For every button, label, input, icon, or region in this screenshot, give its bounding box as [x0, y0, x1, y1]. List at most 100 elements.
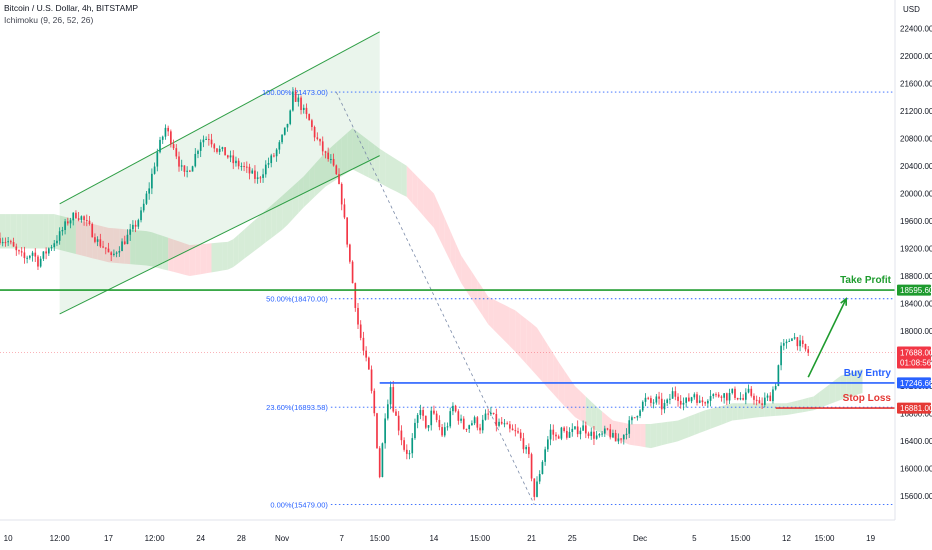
- candle-body: [397, 415, 400, 431]
- candle-body: [354, 283, 357, 308]
- cloud-segment: [482, 288, 489, 325]
- candle-body: [240, 165, 243, 167]
- candle-body: [96, 239, 99, 242]
- fib-label: 23.60%(16893.58): [266, 403, 328, 412]
- candle-body: [159, 139, 161, 153]
- cloud-segment: [754, 403, 760, 418]
- candle-body: [305, 107, 308, 115]
- candle-body: [259, 177, 262, 179]
- candle-body: [696, 394, 698, 403]
- cloud-segment: [678, 418, 684, 442]
- candle-body: [495, 414, 498, 426]
- cloud-segment: [352, 128, 358, 173]
- candle-body: [582, 425, 584, 431]
- candle-body: [69, 220, 72, 224]
- candle-body: [189, 170, 191, 172]
- candle-body: [538, 474, 541, 482]
- candle-body: [408, 453, 411, 455]
- cloud-segment: [303, 170, 310, 208]
- candle-body: [292, 91, 294, 111]
- cloud-segment: [450, 230, 456, 272]
- cloud-segment: [423, 182, 429, 222]
- cloud-segment: [808, 396, 814, 412]
- candle-body: [15, 246, 18, 251]
- cloud-segment: [477, 280, 483, 316]
- cloud-segment: [846, 372, 852, 399]
- x-tick-label: 17: [104, 534, 113, 543]
- candle-body: [362, 337, 365, 351]
- candle-body: [563, 427, 565, 431]
- cloud-segment: [287, 186, 293, 225]
- candle-body: [747, 388, 750, 393]
- candle-body: [405, 449, 408, 454]
- candle-body: [606, 428, 609, 430]
- candle-body: [728, 392, 731, 401]
- cloud-segment: [81, 221, 87, 257]
- candle-body: [449, 411, 452, 427]
- candle-body: [685, 397, 688, 403]
- candle-body: [452, 405, 454, 412]
- cloud-segment: [770, 403, 776, 417]
- candle-body: [761, 403, 763, 405]
- candle-body: [175, 148, 178, 157]
- price-axis-bg: [895, 0, 932, 550]
- y-tick-label: 19200.00: [900, 245, 932, 254]
- candle-body: [731, 388, 734, 393]
- cloud-segment: [558, 362, 565, 406]
- time-axis-bg: [0, 520, 932, 550]
- cloud-segment: [640, 424, 646, 448]
- candle-body: [498, 421, 500, 426]
- candle-body: [300, 97, 302, 111]
- cloud-segment: [417, 177, 424, 216]
- y-tick-label: 21200.00: [900, 107, 932, 116]
- candle-body: [791, 338, 793, 341]
- candle-body: [777, 365, 780, 387]
- candle-body: [720, 396, 723, 398]
- candle-body: [587, 433, 590, 436]
- candle-body: [506, 423, 509, 425]
- cloud-segment: [189, 244, 196, 276]
- cloud-segment: [320, 152, 326, 192]
- candle-body: [674, 391, 677, 397]
- take-profit-label: Take Profit: [840, 275, 892, 286]
- channel-lower-line: [59, 155, 380, 315]
- x-tick-label: 28: [237, 534, 246, 543]
- candle-body: [18, 250, 20, 252]
- candle-body: [64, 221, 66, 231]
- candle-body: [216, 148, 218, 152]
- candle-body: [283, 127, 286, 135]
- candle-body: [574, 426, 576, 429]
- candle-body: [180, 165, 183, 167]
- candle-body: [484, 413, 487, 420]
- cloud-segment: [401, 162, 407, 197]
- candle-body: [612, 432, 614, 438]
- candle-body: [311, 120, 313, 128]
- candle-body: [351, 261, 354, 284]
- candle-body: [7, 241, 9, 243]
- x-tick-label: Dec: [633, 534, 647, 543]
- cloud-segment: [591, 401, 597, 431]
- candle-body: [682, 402, 685, 405]
- candle-body: [251, 170, 254, 174]
- cloud-segment: [260, 210, 266, 247]
- candle-body: [500, 421, 503, 424]
- candle-body: [319, 138, 321, 142]
- candle-body: [663, 403, 666, 410]
- candle-body: [788, 340, 791, 342]
- candle-body: [801, 340, 804, 345]
- candle-body: [213, 144, 216, 149]
- candle-body: [20, 251, 23, 253]
- candle-body: [58, 231, 61, 241]
- candle-body: [620, 438, 622, 440]
- candle-body: [264, 164, 267, 175]
- x-tick-label: 7: [340, 534, 345, 543]
- candle-body: [12, 242, 15, 247]
- cloud-segment: [819, 388, 825, 409]
- cloud-segment: [634, 424, 641, 447]
- target-arrow-head: [840, 297, 847, 306]
- cloud-segment: [16, 214, 22, 249]
- cloud-segment: [645, 424, 651, 449]
- cloud-segment: [38, 214, 44, 249]
